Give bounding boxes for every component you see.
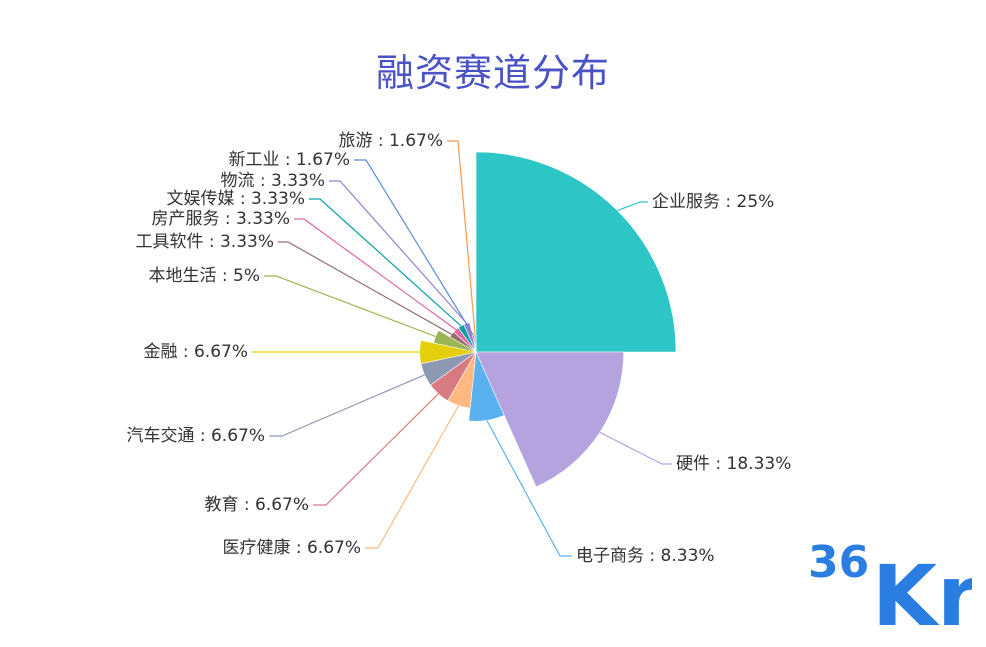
slice-label-汽车交通: 汽车交通 : 6.67% xyxy=(126,426,265,446)
slice-label-教育: 教育 : 6.67% xyxy=(204,495,309,515)
slice-label-物流: 物流 : 3.33% xyxy=(220,171,325,191)
leader-line-医疗健康 xyxy=(365,405,460,549)
leader-line-本地生活 xyxy=(264,275,436,338)
slice-label-文娱传媒: 文娱传媒 : 3.33% xyxy=(166,189,305,209)
slice-label-本地生活: 本地生活 : 5% xyxy=(148,266,260,286)
leader-line-企业服务 xyxy=(617,201,648,212)
logo-kr: Kr xyxy=(872,547,972,629)
leader-line-汽车交通 xyxy=(269,374,425,437)
36kr-logo: 36 Kr xyxy=(808,537,972,629)
slice-金融[interactable] xyxy=(419,339,477,365)
leader-line-旅游 xyxy=(447,140,476,335)
logo-36: 36 xyxy=(808,537,869,588)
slice-label-金融: 金融 : 6.67% xyxy=(143,342,248,362)
leader-line-物流 xyxy=(329,180,468,324)
chart-title: 融资赛道分布 xyxy=(375,51,610,95)
slice-label-旅游: 旅游 : 1.67% xyxy=(338,131,443,151)
leader-line-教育 xyxy=(313,393,439,506)
leader-line-硬件 xyxy=(599,431,672,465)
leader-line-工具软件 xyxy=(278,241,452,335)
slice-label-电子商务: 电子商务 : 8.33% xyxy=(576,546,715,566)
slice-label-工具软件: 工具软件 : 3.33% xyxy=(135,232,274,252)
slice-旅游[interactable] xyxy=(473,334,477,353)
slice-企业服务[interactable] xyxy=(475,151,677,353)
label-leader-lines xyxy=(252,140,672,557)
slice-label-新工业: 新工业 : 1.67% xyxy=(228,150,350,170)
slice-label-医疗健康: 医疗健康 : 6.67% xyxy=(222,538,361,558)
slice-labels: 企业服务 : 25% 硬件 : 18.33% 电子商务 : 8.33% 医疗健康 : … xyxy=(126,131,791,566)
pie-slices xyxy=(419,151,677,488)
slice-硬件[interactable] xyxy=(475,351,625,488)
leader-line-文娱传媒 xyxy=(309,198,462,327)
slice-label-房产服务: 房产服务 : 3.33% xyxy=(151,209,290,229)
leader-line-新工业 xyxy=(354,159,474,336)
leader-line-房产服务 xyxy=(294,218,457,331)
slice-电子商务[interactable] xyxy=(468,350,505,422)
leader-line-电子商务 xyxy=(486,420,572,557)
slice-label-企业服务: 企业服务 : 25% xyxy=(652,192,774,212)
slice-label-硬件: 硬件 : 18.33% xyxy=(676,454,791,474)
